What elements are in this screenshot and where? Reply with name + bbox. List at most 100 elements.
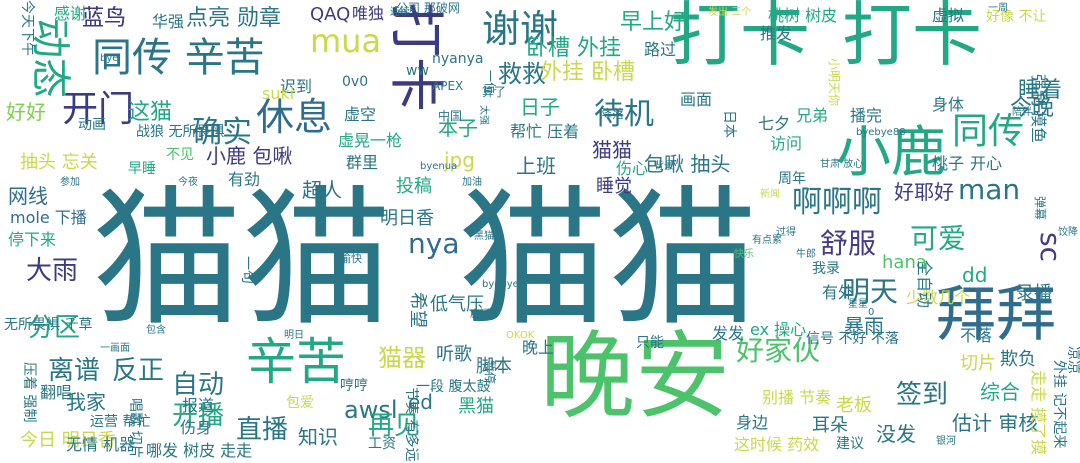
cloud-word: 虚晃一枪 <box>338 131 403 150</box>
cloud-word: 唱歌 切片 <box>127 398 143 459</box>
cloud-word: 投稿 <box>396 176 432 197</box>
cloud-word: 今日 明日香 <box>20 430 116 451</box>
cloud-word: 脚本 <box>476 356 512 377</box>
cloud-word: 外挂 卧槽 <box>540 60 635 85</box>
cloud-word: 直播 <box>236 415 289 445</box>
cloud-word: 播完 <box>850 106 883 125</box>
cloud-word: 包含 <box>146 325 166 336</box>
cloud-word: 抽头 忘关 <box>20 152 98 173</box>
cloud-word: 晚上 <box>522 338 555 357</box>
cloud-word: 过得 <box>776 227 796 238</box>
cloud-word: dd <box>962 263 988 287</box>
cloud-word: 哪发 树皮 走走 <box>146 441 253 460</box>
cloud-word: 估计 审核 <box>952 411 1039 435</box>
cloud-word: 翻唱 <box>40 383 73 402</box>
cloud-word: 开播 <box>172 401 225 431</box>
cloud-word: 猫猫 <box>92 173 393 347</box>
cloud-word: 再见 <box>368 411 421 441</box>
cloud-word: 有外 <box>822 283 855 302</box>
cloud-word: 中国 <box>438 109 463 123</box>
cloud-word: 小鹿 包啾 <box>206 144 293 168</box>
cloud-word: 访问 <box>770 134 803 153</box>
cloud-word: 不见 <box>166 147 194 163</box>
cloud-word: 银河 <box>936 436 956 447</box>
cloud-word: 打卡 <box>842 0 982 76</box>
cloud-word: 帮忙 压着 <box>510 122 580 141</box>
cloud-word: 点亮 勋章 <box>186 6 281 31</box>
cloud-word: byebye <box>482 279 519 290</box>
cloud-word: ed <box>408 390 433 414</box>
cloud-word: 打卡 <box>670 0 810 76</box>
cloud-word: 哼哼 <box>340 378 368 394</box>
cloud-word: 参加 <box>60 177 80 188</box>
cloud-word: 切片 <box>960 353 996 374</box>
cloud-word: 这猫 <box>128 100 173 125</box>
cloud-word: 知识 <box>298 425 338 449</box>
cloud-word: 动态 <box>27 18 73 98</box>
cloud-word: 画面 <box>680 90 713 109</box>
cloud-word: byebye88 <box>856 127 906 138</box>
cloud-word: 大雨 <box>26 256 79 286</box>
cloud-word: 算了 <box>482 85 507 99</box>
cloud-word: 暂停 <box>483 360 497 385</box>
cloud-word: 我家 <box>66 390 106 414</box>
cloud-word: QAQ <box>310 4 351 25</box>
cloud-word: 舒服 <box>820 227 877 260</box>
cloud-word: 发发 <box>712 324 745 343</box>
cloud-word: 同传 <box>952 111 1025 152</box>
cloud-word: 只能 <box>636 335 664 351</box>
cloud-word: 晚安 <box>540 322 731 432</box>
cloud-word: 加油 <box>462 177 482 188</box>
cloud-word: 猫猫 <box>458 173 759 347</box>
cloud-word: 网线 <box>8 184 48 208</box>
cloud-word: 早上好 <box>620 10 687 35</box>
cloud-word: 好耶好 <box>894 180 954 204</box>
cloud-word: 有劲 <box>228 170 261 189</box>
cloud-word: 一周 <box>988 3 1008 14</box>
cloud-word: 无情 机器 <box>66 435 136 454</box>
cloud-word: 弹幕 <box>1033 196 1047 221</box>
cloud-word: 走走 摸了摸 <box>1029 370 1048 456</box>
cloud-word: mua <box>310 22 382 60</box>
cloud-word: 好家伙 <box>736 334 821 367</box>
cloud-word: suki <box>262 84 295 103</box>
cloud-word: 0 <box>868 307 875 318</box>
cloud-word: nya <box>408 227 460 260</box>
cloud-word: 包啾 抽头 <box>644 152 731 176</box>
cloud-word: 强制 摸鱼 <box>1029 74 1048 144</box>
cloud-word: 凉凉 <box>1065 346 1080 374</box>
cloud-word: 包爱 <box>286 395 314 411</box>
cloud-word: 本子 <box>438 116 478 140</box>
cloud-word: 分区 <box>28 313 81 343</box>
cloud-word: 暴雨 <box>844 314 884 338</box>
cloud-word: 身边 <box>736 413 769 432</box>
cloud-word: 日本 <box>721 110 737 138</box>
cloud-word: 七夕 <box>758 114 791 133</box>
cloud-word: 欺负 <box>1000 349 1036 370</box>
cloud-word: 外挂 记不起来 <box>1051 360 1067 449</box>
cloud-word: 一句 <box>239 256 255 284</box>
cloud-word: 综合 <box>980 380 1020 404</box>
cloud-word: 一位 <box>483 70 497 95</box>
cloud-word: 愉快 <box>340 252 362 265</box>
cloud-word: 报道 <box>182 396 215 415</box>
cloud-word: 明天 <box>842 275 899 308</box>
cloud-word: OKOK <box>506 330 535 341</box>
cloud-word: 可爱 <box>910 222 967 255</box>
cloud-word: 拜拜 <box>936 280 1056 350</box>
cloud-word: 战狼 无所畏惧 <box>136 124 225 140</box>
cloud-word: 少数几个 <box>906 288 971 307</box>
cloud-word: 小明天你 <box>827 58 841 107</box>
cloud-word: 确实 <box>192 115 252 150</box>
cloud-word: 今晚 <box>1010 96 1055 121</box>
cloud-word: 一画面 <box>100 343 130 354</box>
cloud-word: 黑猫 <box>458 396 494 417</box>
cloud-word: 群里 <box>346 153 379 172</box>
cloud-word: bye <box>100 53 119 64</box>
cloud-word: ex 操心 <box>750 320 807 339</box>
cloud-word: 听歌 <box>436 344 472 365</box>
cloud-word: 太强 <box>478 105 489 125</box>
cloud-word: 明日香 <box>380 208 434 229</box>
cloud-word: 工资 <box>368 436 396 452</box>
cloud-word: 建议 <box>836 436 864 452</box>
